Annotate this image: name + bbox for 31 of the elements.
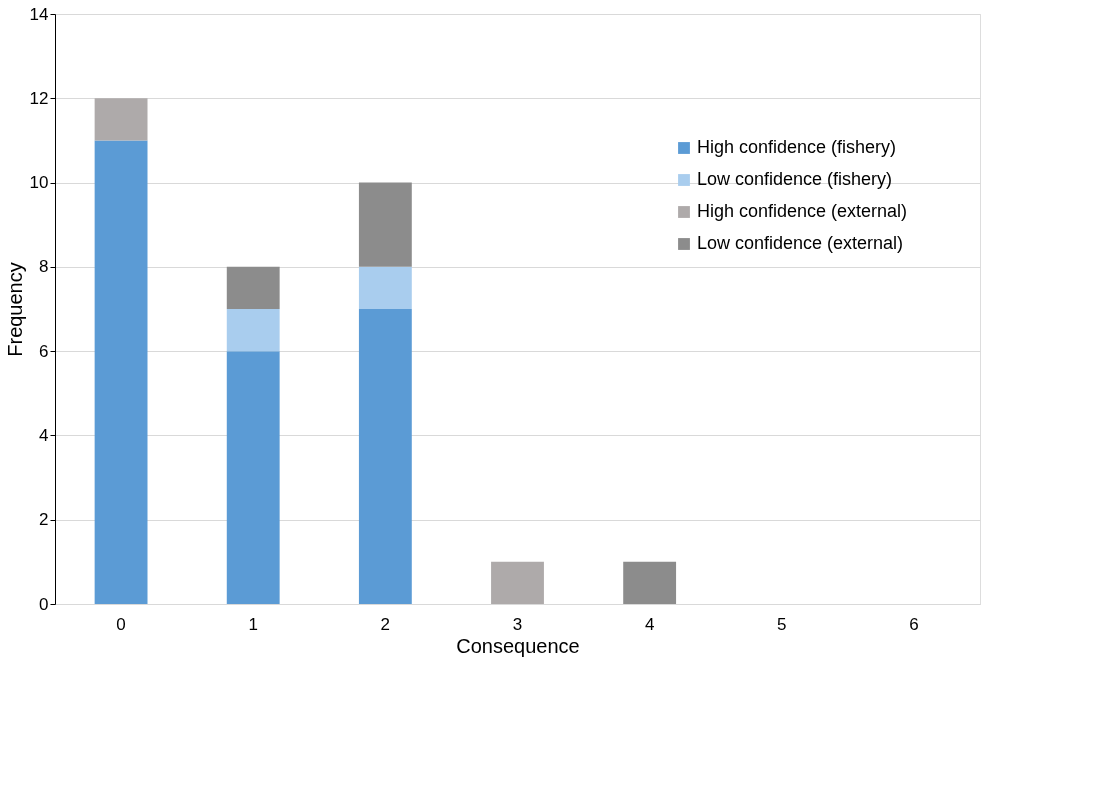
bar (491, 561, 544, 604)
bar (94, 98, 148, 141)
bar (226, 266, 280, 309)
x-tick-label: 5 (777, 614, 787, 634)
legend-label: High confidence (fishery) (697, 137, 897, 157)
x-tick-label: 2 (380, 614, 391, 634)
bar (226, 351, 280, 604)
bar (358, 182, 412, 267)
y-tick-label: 0 (39, 594, 49, 614)
x-tick-label: 6 (909, 614, 919, 634)
legend-label: Low confidence (fishery) (697, 169, 893, 189)
y-axis-title: Frequency (3, 262, 26, 357)
bar (623, 561, 677, 604)
bar (358, 266, 412, 309)
y-tick-label: 10 (29, 173, 49, 193)
y-tick-label: 6 (39, 341, 49, 361)
x-tick-label: 1 (248, 614, 258, 634)
x-axis-title: Consequence (456, 634, 580, 657)
legend-label: Low confidence (external) (697, 233, 904, 253)
bar (94, 140, 148, 604)
legend-label: High confidence (external) (697, 201, 908, 221)
y-tick-label: 12 (29, 88, 49, 108)
y-tick-label: 2 (39, 510, 49, 530)
x-tick-label: 0 (116, 614, 126, 634)
y-tick-label: 14 (29, 4, 49, 24)
y-tick-label: 8 (39, 257, 49, 277)
x-tick-label: 4 (644, 614, 655, 634)
x-tick-label: 3 (512, 614, 523, 634)
bar (358, 309, 412, 604)
y-tick-label: 4 (39, 425, 49, 445)
bar (226, 309, 280, 352)
